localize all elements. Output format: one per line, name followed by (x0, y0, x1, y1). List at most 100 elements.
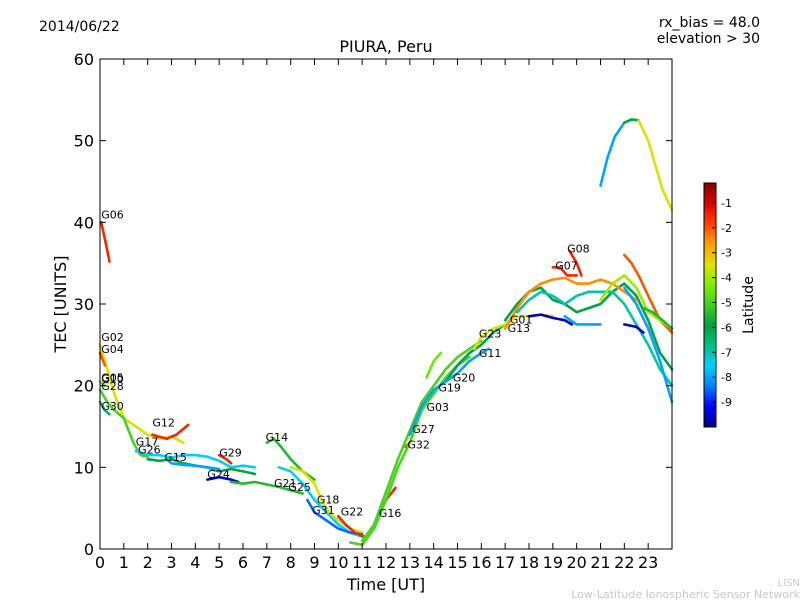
rx-bias-label: rx_bias = 48.0 (659, 15, 760, 31)
satellite-label: G03 (427, 401, 450, 414)
series-G24 (206, 475, 240, 484)
colorbar-tick-label: -3 (721, 247, 732, 260)
date-label: 2014/06/22 (39, 19, 120, 35)
series-G27 (349, 355, 471, 547)
axes: 0 1 2 3 4 5 6 7 8 9 10 11 12 13 14 15 16 17 18 19 20 21 22 2301… (74, 50, 673, 572)
colorbar-tick-label: -7 (721, 346, 732, 359)
satellite-label: G14 (266, 431, 289, 444)
satellite-label: G05 (101, 372, 124, 385)
satellite-label: G08 (567, 243, 590, 256)
satellite-label: G16 (379, 507, 402, 520)
x-tick-label: 0 (95, 553, 105, 572)
satellite-label: G25 (288, 481, 311, 494)
series-G10 (527, 313, 574, 326)
x-tick-label: 20 (566, 553, 586, 572)
series-G39 (599, 121, 626, 187)
satellite-label: G04 (101, 343, 124, 356)
series-G31 (306, 498, 364, 536)
series-G33 (563, 315, 602, 326)
satellite-label: G10 (101, 372, 124, 385)
y-tick-label: 60 (74, 50, 94, 69)
x-tick-label: 4 (190, 553, 200, 572)
series-G41 (637, 119, 674, 212)
y-axis-label: TEC [UNITS] (51, 256, 70, 354)
series-G36 (623, 286, 674, 404)
series-G22 (337, 515, 366, 539)
series-G06 (99, 221, 111, 263)
series-layer (98, 118, 674, 547)
satellite-label: G30 (101, 400, 124, 413)
satellite-label: G01 (510, 314, 533, 327)
colorbar-tick-label: -2 (721, 222, 732, 235)
colorbar-tick-label: -9 (721, 396, 732, 409)
series-G07 (551, 266, 578, 277)
satellite-label: G15 (164, 451, 187, 464)
x-tick-label: 16 (471, 553, 491, 572)
satellite-label: G24 (207, 468, 230, 481)
x-tick-label: 5 (214, 553, 224, 572)
satellite-label: G11 (479, 347, 502, 360)
series-G08 (568, 249, 583, 277)
colorbar-tick-label: -5 (721, 297, 732, 310)
x-tick-label: 22 (614, 553, 634, 572)
x-tick-label: 13 (400, 553, 420, 572)
satellite-label: G19 (438, 381, 461, 394)
x-tick-label: 19 (543, 553, 563, 572)
satellite-label: G32 (407, 439, 430, 452)
satellite-label: G20 (453, 372, 476, 385)
x-tick-label: 18 (519, 553, 539, 572)
x-tick-label: 8 (286, 553, 296, 572)
series-G34 (623, 323, 645, 334)
satellite-label: G26 (138, 444, 161, 457)
colorbar-tick-label: -8 (721, 371, 732, 384)
satellite-label: G18 (317, 493, 340, 506)
x-tick-label: 3 (166, 553, 176, 572)
y-tick-label: 30 (74, 295, 94, 314)
series-G13 (503, 276, 638, 330)
x-tick-label: 10 (328, 553, 348, 572)
y-tick-label: 40 (74, 213, 94, 232)
series-G05 (98, 380, 107, 387)
x-tick-label: 11 (352, 553, 372, 572)
series-G15 (165, 457, 221, 471)
x-tick-label: 9 (309, 553, 319, 572)
satellite-label: G22 (341, 506, 364, 519)
series-G29 (217, 453, 233, 465)
series-G04 (98, 351, 107, 367)
y-tick-label: 0 (84, 540, 94, 559)
satellite-label: G23 (479, 328, 502, 341)
series-G38 (642, 306, 674, 330)
series-G30 (98, 400, 111, 416)
satellite-label: G02 (101, 331, 124, 344)
satellite-label: G13 (508, 322, 531, 335)
series-G14 (265, 437, 316, 481)
x-tick-label: 21 (590, 553, 610, 572)
series-G37 (599, 274, 674, 330)
colorbar-tick-label: -1 (721, 197, 732, 210)
colorbar-ticks: -1 -2 -3 -4 -5 -6 -7 -8 -9 (712, 197, 732, 409)
colorbar-label: Latitude (741, 276, 757, 334)
y-tick-label: 10 (74, 458, 94, 477)
series-G03 (360, 339, 483, 543)
x-tick-label: 17 (495, 553, 515, 572)
x-tick-label: 12 (376, 553, 396, 572)
x-tick-label: 1 (119, 553, 129, 572)
series-G11 (408, 347, 490, 436)
y-tick-label: 20 (74, 377, 94, 396)
footer-lisn: LISN (778, 578, 800, 589)
footer-network: Low-Latitude Ionospheric Sensor Network (571, 588, 800, 600)
satellite-label: G28 (101, 380, 124, 393)
series-G19 (425, 351, 443, 379)
plot-frame (99, 58, 673, 550)
satellite-label: G21 (274, 477, 297, 490)
satellite-label: G31 (312, 504, 335, 517)
series-G12 (151, 423, 190, 441)
satellite-label: G12 (152, 417, 175, 430)
elevation-label: elevation > 30 (657, 31, 760, 47)
x-tick-label: 23 (638, 553, 658, 572)
satellite-label: G06 (101, 208, 124, 221)
colorbar-tick-label: -4 (721, 272, 732, 285)
series-G09 (515, 290, 674, 387)
x-tick-label: 2 (143, 553, 153, 572)
